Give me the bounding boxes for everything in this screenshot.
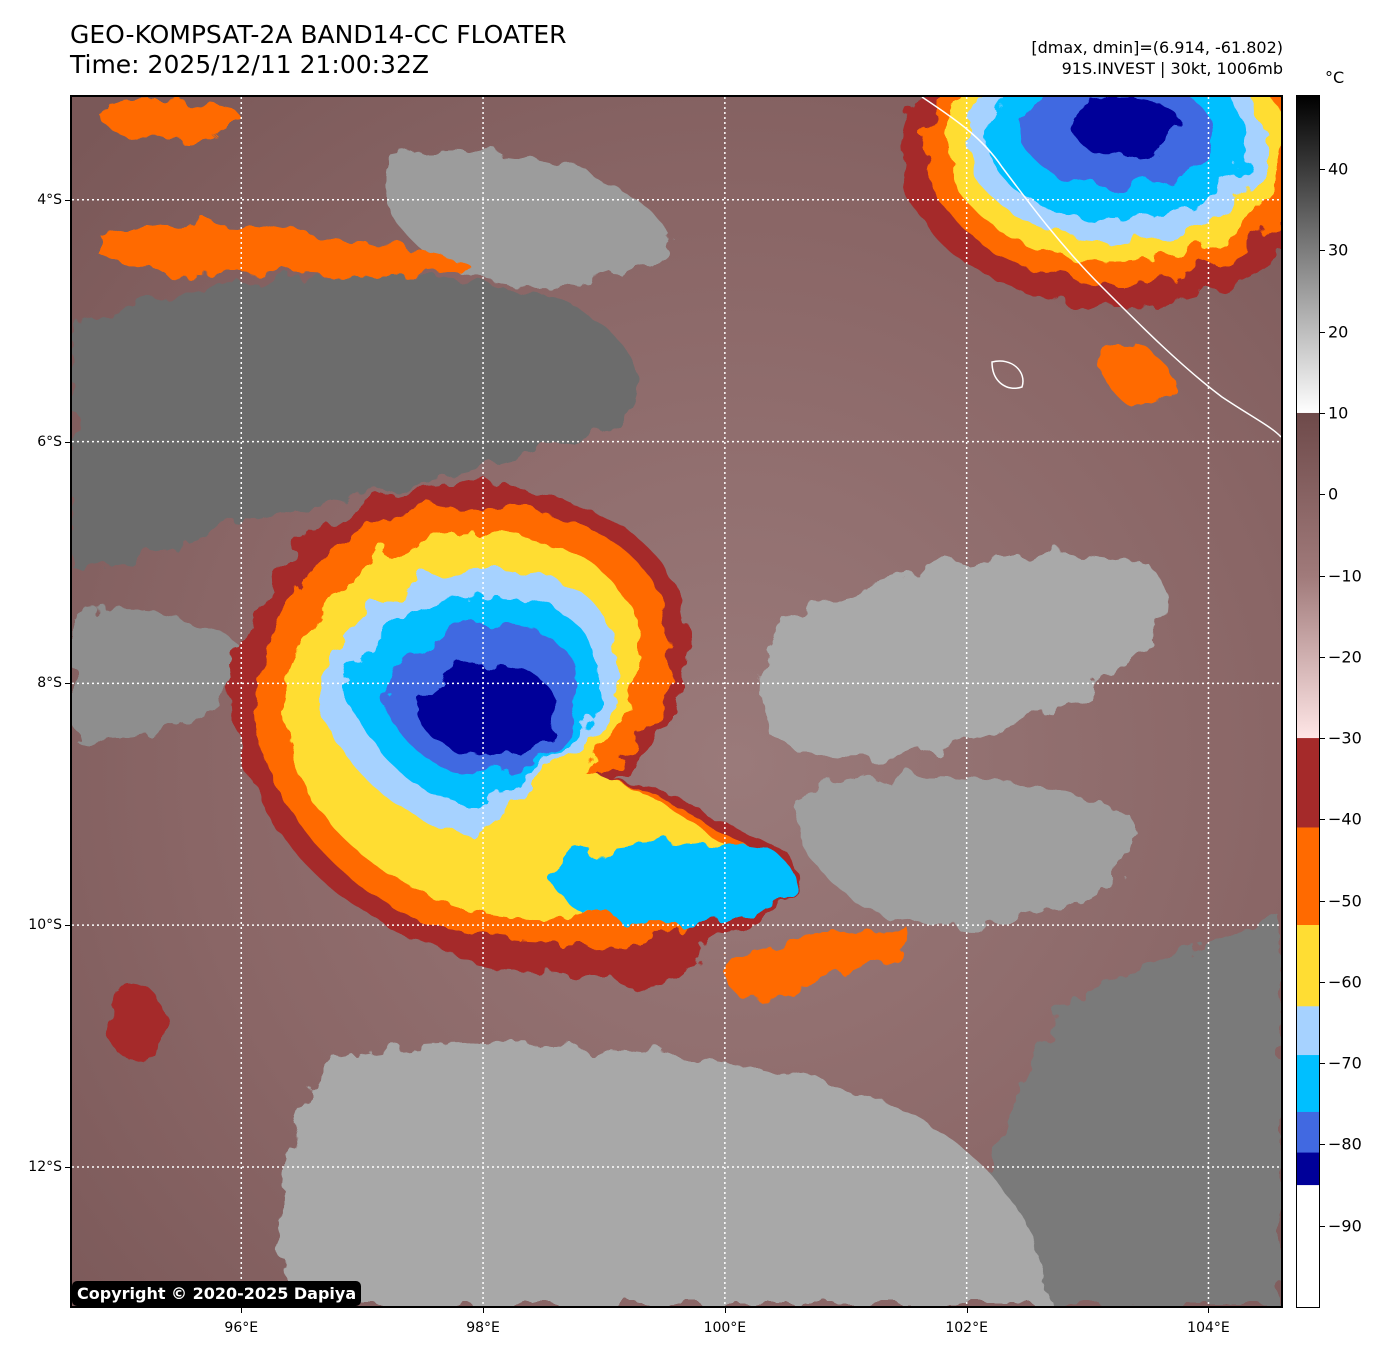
colorbar-tick-label: −30 [1328, 728, 1362, 748]
lon-label: 98°E [466, 1320, 500, 1336]
colorbar-canvas [1297, 96, 1319, 1307]
chart-title: GEO-KOMPSAT-2A BAND14-CC FLOATER Time: 2… [70, 20, 567, 80]
storm-name-intensity: 91S.INVEST | 30kt, 1006mb [1061, 59, 1283, 78]
northeast-storm [902, 97, 1281, 307]
coastline-island [991, 360, 1024, 389]
title-time: Time: 2025/12/11 21:00:32Z [70, 50, 429, 79]
colorbar-segment [1297, 1111, 1319, 1154]
colorbar-segment [1297, 412, 1319, 739]
cloud-mass-south [282, 1042, 1052, 1306]
map-canvas [72, 97, 1281, 1306]
storm-system [92, 99, 1173, 1061]
storm-feeder-band [555, 843, 795, 923]
lon-tick [966, 1308, 968, 1313]
lon-label: 100°E [703, 1320, 747, 1336]
lon-tick [241, 1308, 243, 1313]
satellite-map [70, 95, 1283, 1308]
lon-tick [724, 1308, 726, 1313]
lat-lon-grid [72, 97, 1281, 1306]
lat-tick [65, 683, 70, 685]
colorbar-unit: °C [1325, 68, 1345, 87]
colorbar-tick-label: −50 [1328, 891, 1362, 911]
dmax-dmin-readout: [dmax, dmin]=(6.914, -61.802) [1031, 38, 1283, 57]
cloud-band-north [102, 222, 472, 277]
colorbar-tick [1320, 656, 1325, 658]
cloud-features [72, 150, 1281, 1306]
cloud-cluster-northwest [92, 99, 239, 142]
colorbar-segment [1297, 827, 1319, 926]
colorbar-tick-label: 20 [1328, 322, 1349, 342]
ne-core-minus85 [1072, 97, 1182, 157]
colorbar-tick-label: 0 [1328, 484, 1339, 504]
colorbar [1296, 95, 1320, 1308]
colorbar-tick [1320, 575, 1325, 577]
cloud-mass-southeast [952, 917, 1281, 1306]
lon-label: 96°E [224, 1320, 259, 1336]
lon-label: 102°E [945, 1320, 988, 1336]
colorbar-tick-label: 30 [1328, 240, 1349, 260]
coastline-sumatra [921, 97, 1281, 438]
cloud-cluster-east [1101, 343, 1173, 409]
colorbar-tick [1320, 1144, 1325, 1146]
colorbar-segment [1297, 1006, 1319, 1056]
copyright-badge: Copyright © 2020-2025 Dapiya [72, 1281, 362, 1306]
lat-label: 8°S [37, 675, 62, 692]
storm-info: [dmax, dmin]=(6.914, -61.802) 91S.INVEST… [1031, 37, 1283, 79]
lon-tick [1208, 1308, 1210, 1313]
colorbar-tick-label: −10 [1328, 566, 1362, 586]
colorbar-tick [1320, 250, 1325, 252]
colorbar-tick [1320, 738, 1325, 740]
colorbar-segment [1297, 925, 1319, 1007]
lat-tick [65, 1166, 70, 1168]
cloud-mass-north [386, 150, 672, 287]
colorbar-tick-label: 10 [1328, 403, 1349, 423]
colorbar-segment [1297, 1055, 1319, 1113]
colorbar-tick-label: −40 [1328, 809, 1362, 829]
cloud-band-east [761, 555, 1165, 759]
lat-label: 6°S [37, 433, 62, 450]
lat-tick [65, 441, 70, 443]
colorbar-tick-label: −60 [1328, 972, 1362, 992]
lat-label: 10°S [28, 917, 62, 934]
colorbar-tick [1320, 331, 1325, 333]
lat-label: 4°S [37, 191, 62, 208]
colorbar-segment [1297, 96, 1319, 414]
colorbar-tick-label: 40 [1328, 159, 1349, 179]
colorbar-tick-label: −90 [1328, 1216, 1362, 1236]
colorbar-tick [1320, 981, 1325, 983]
cloud-cluster-southwest [107, 983, 167, 1061]
cloud-mass-west [72, 275, 637, 567]
colorbar-tick-label: −70 [1328, 1053, 1362, 1073]
colorbar-segment [1297, 1185, 1319, 1307]
colorbar-tick [1320, 1063, 1325, 1065]
lon-label: 104°E [1187, 1320, 1230, 1336]
colorbar-segment [1297, 738, 1319, 828]
storm-core-minus85 [415, 664, 556, 755]
colorbar-segment [1297, 1152, 1319, 1186]
lat-tick [65, 199, 70, 201]
colorbar-tick [1320, 494, 1325, 496]
colorbar-tick [1320, 412, 1325, 414]
cloud-mass-west-lower [72, 609, 252, 739]
colorbar-tick [1320, 819, 1325, 821]
cloud-band-east-lower [792, 775, 1136, 927]
lat-tick [65, 925, 70, 927]
colorbar-tick-label: −20 [1328, 647, 1362, 667]
cloud-cluster-southeast [724, 930, 914, 998]
colorbar-tick [1320, 1225, 1325, 1227]
lat-label: 12°S [28, 1158, 62, 1175]
colorbar-tick [1320, 169, 1325, 171]
colorbar-tick-label: −80 [1328, 1134, 1362, 1154]
lon-tick [483, 1308, 485, 1313]
colorbar-tick [1320, 900, 1325, 902]
title-satellite: GEO-KOMPSAT-2A BAND14-CC FLOATER [70, 20, 567, 49]
